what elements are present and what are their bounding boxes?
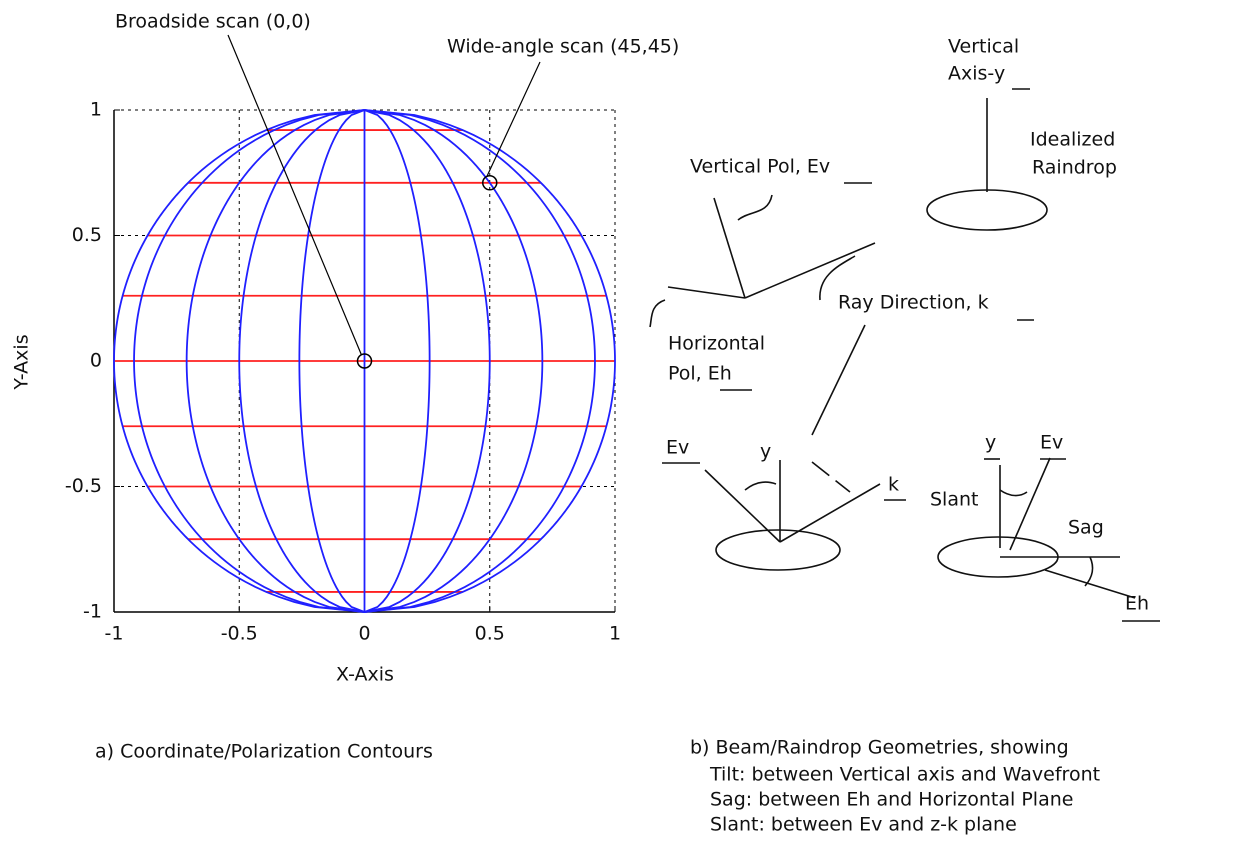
- x-axis-label: X-Axis: [336, 664, 394, 686]
- caption: Sag: between Eh and Horizontal Plane: [710, 789, 1073, 811]
- vector: [714, 198, 745, 298]
- label: Vertical: [948, 36, 1019, 58]
- y-tick-label: 0: [90, 350, 102, 372]
- caption: a) Coordinate/Polarization Contours: [95, 741, 433, 763]
- wavefront: [812, 462, 850, 492]
- y-tick-label: 1: [90, 99, 102, 121]
- x-tick-label: 0.5: [475, 623, 505, 645]
- label: y: [760, 441, 771, 463]
- y-axis-label: Y-Axis: [11, 334, 33, 390]
- y-tick-label: -1: [83, 601, 102, 623]
- x-tick-label: -0.5: [221, 623, 258, 645]
- vector: [705, 470, 780, 542]
- annotation: Broadside scan (0,0): [115, 11, 311, 33]
- label: Pol, Eh: [668, 363, 732, 385]
- annotation: Wide-angle scan (45,45): [447, 36, 679, 58]
- x-tick-label: 1: [609, 623, 621, 645]
- label: Ev: [666, 437, 689, 459]
- vector: [1045, 570, 1135, 598]
- diagram: Vertical Axis-y Idealized Raindrop Verti…: [650, 36, 1160, 836]
- label: Sag: [1068, 517, 1104, 539]
- leader-line: [228, 35, 362, 355]
- vector: [1010, 458, 1050, 550]
- raindrop: [716, 530, 840, 570]
- raindrop: [927, 190, 1047, 230]
- label: Raindrop: [1032, 157, 1117, 179]
- caption: Tilt: between Vertical axis and Wavefron…: [709, 764, 1100, 786]
- label: Horizontal: [668, 333, 765, 355]
- label: Idealized: [1030, 129, 1115, 151]
- figure: -1 -0.5 0 0.5 1 -1 -0.5 0 0.5 1 Broadside scan (0,…: [0, 0, 1235, 852]
- caption: Slant: between Ev and z-k plane: [710, 814, 1017, 836]
- leader: [738, 195, 772, 220]
- angle-arc: [745, 482, 776, 490]
- x-tick-label: 0: [358, 623, 370, 645]
- y-tick-label: -0.5: [65, 475, 102, 497]
- vector: [745, 243, 875, 298]
- label: Axis-y: [948, 63, 1005, 85]
- label: y: [985, 432, 996, 454]
- angle-arc: [1000, 490, 1027, 496]
- label: Slant: [930, 489, 978, 511]
- leader: [812, 325, 865, 435]
- label: Ev: [1040, 432, 1063, 454]
- plot: -1 -0.5 0 0.5 1 -1 -0.5 0 0.5 1 Broadside scan (0,…: [65, 11, 679, 645]
- label: Vertical Pol, Ev: [690, 156, 830, 178]
- angle-arc: [1085, 557, 1092, 586]
- label: k: [888, 474, 899, 496]
- x-tick-label: -1: [105, 623, 124, 645]
- leader: [650, 300, 665, 327]
- y-tick-label: 0.5: [72, 224, 102, 246]
- label: Ray Direction, k: [838, 292, 989, 314]
- caption: b) Beam/Raindrop Geometries, showing: [690, 737, 1069, 759]
- vector: [780, 484, 880, 542]
- vector: [668, 287, 745, 298]
